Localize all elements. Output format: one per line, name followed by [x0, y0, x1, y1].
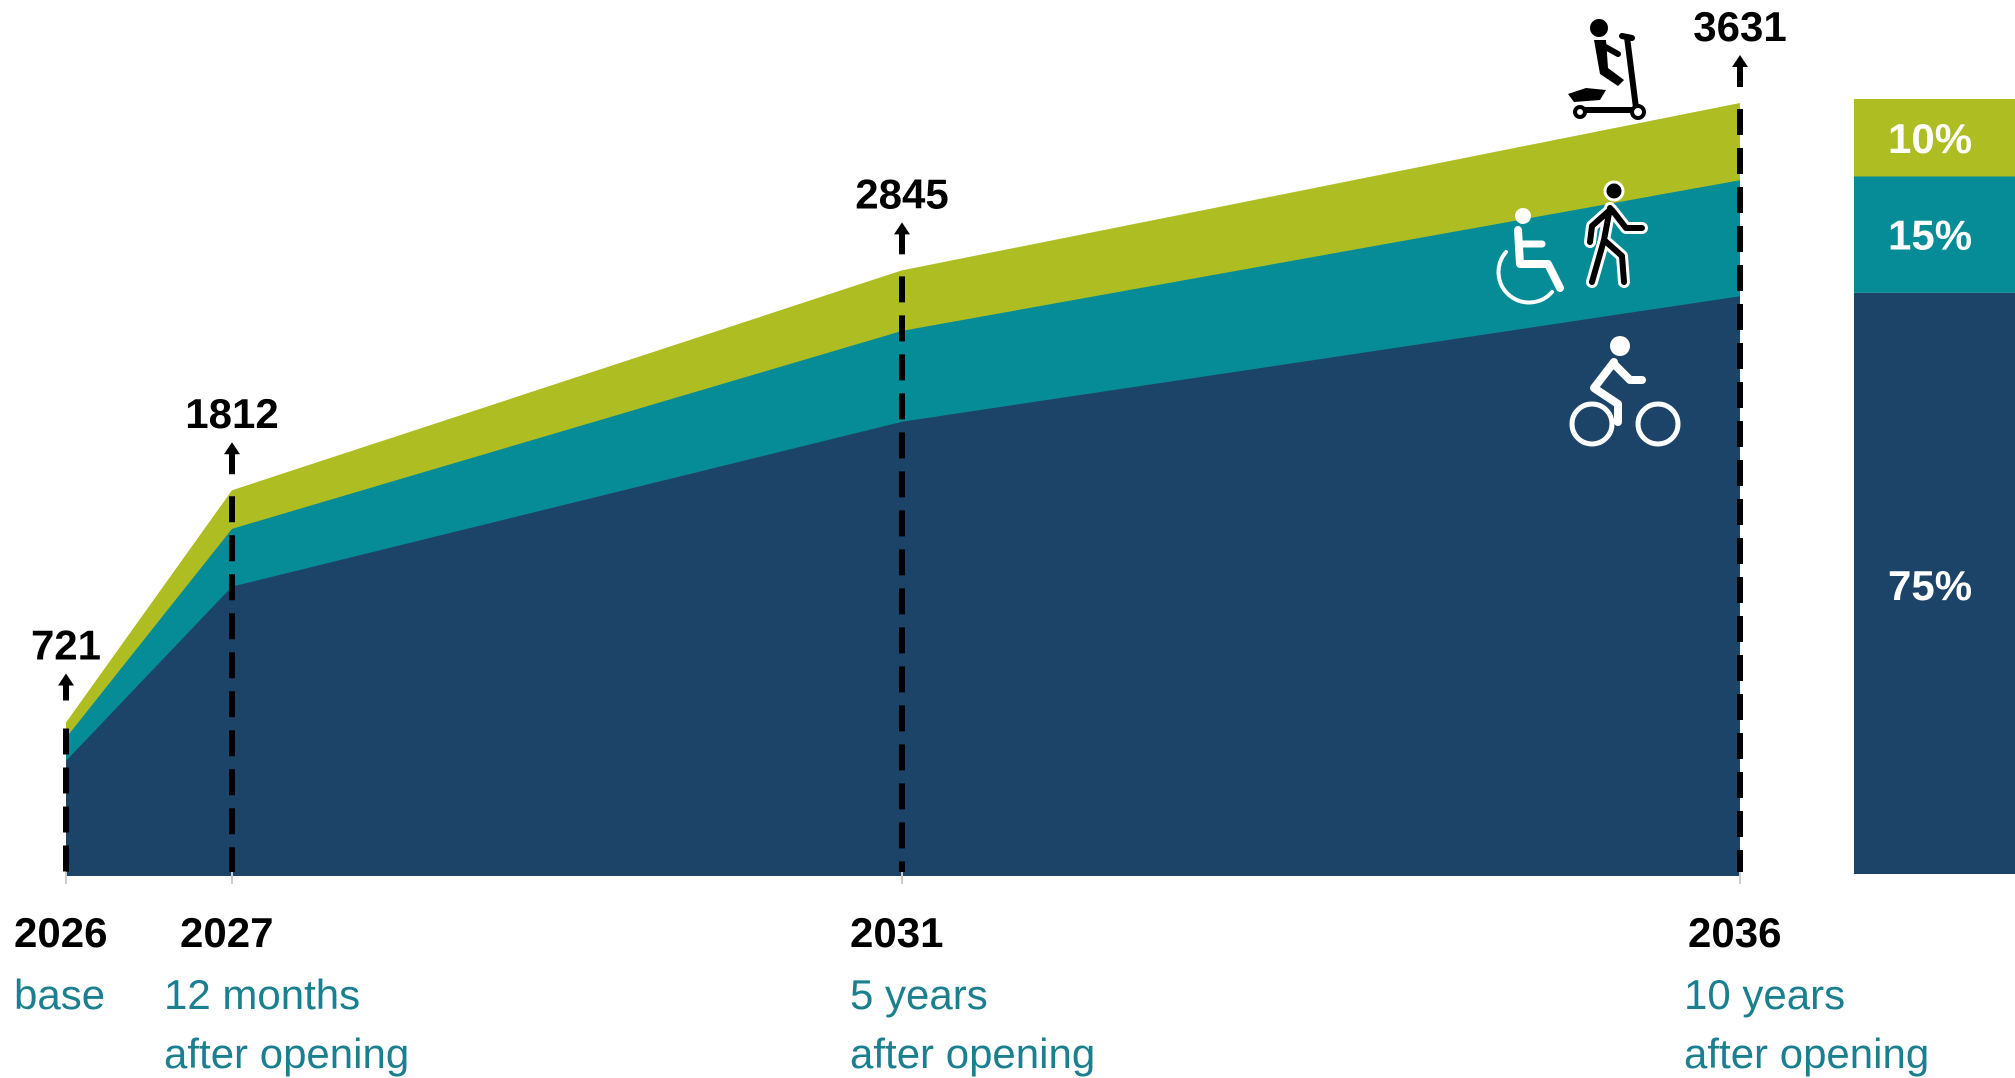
x-tick-sub-line2: after opening	[850, 1030, 1095, 1077]
x-tick-year: 2027	[180, 909, 273, 956]
scooter-icon	[1568, 19, 1646, 120]
total-arrow-head	[224, 442, 240, 455]
x-tick-year: 2026	[14, 909, 107, 956]
total-label: 721	[31, 622, 101, 669]
share-bar-segment-bicycle	[1854, 292, 2015, 874]
total-label: 1812	[185, 390, 278, 437]
x-tick-sub-line1: 12 months	[164, 971, 360, 1018]
share-label-pedestrian: 15%	[1888, 212, 1972, 259]
x-tick-sub-line2: after opening	[164, 1030, 409, 1077]
area-bicycle	[66, 296, 1740, 876]
x-tick-sub-line1: base	[14, 971, 105, 1018]
share-bar-segment-pedestrian	[1854, 176, 2015, 293]
total-arrow-head	[894, 222, 910, 235]
total-arrow-head	[1732, 55, 1748, 67]
x-tick-year: 2036	[1688, 909, 1781, 956]
share-label-scooter: 10%	[1888, 115, 1972, 162]
total-label: 3631	[1693, 3, 1786, 50]
x-axis-labels: 2026 base 2027 12 months after opening 2031 5 …	[14, 909, 1929, 1077]
share-bar: 75% 15% 10%	[1854, 99, 2015, 874]
total-labels: 721 1812 2845 3631	[31, 3, 1787, 701]
x-tick-year: 2031	[850, 909, 943, 956]
pedestrian-icon	[1584, 180, 1648, 288]
share-label-bicycle: 75%	[1888, 562, 1972, 609]
x-tick-sub-line2: after opening	[1684, 1030, 1929, 1077]
wheelchair-icon	[1496, 208, 1564, 305]
total-arrow-head	[58, 673, 74, 686]
bicycle-icon	[1569, 336, 1681, 447]
share-bar-segment-scooter	[1854, 99, 2015, 177]
total-label: 2845	[855, 170, 948, 217]
x-tick-sub-line1: 5 years	[850, 971, 988, 1018]
year-marker-lines	[63, 109, 1743, 884]
x-tick-sub-line1: 10 years	[1684, 971, 1845, 1018]
